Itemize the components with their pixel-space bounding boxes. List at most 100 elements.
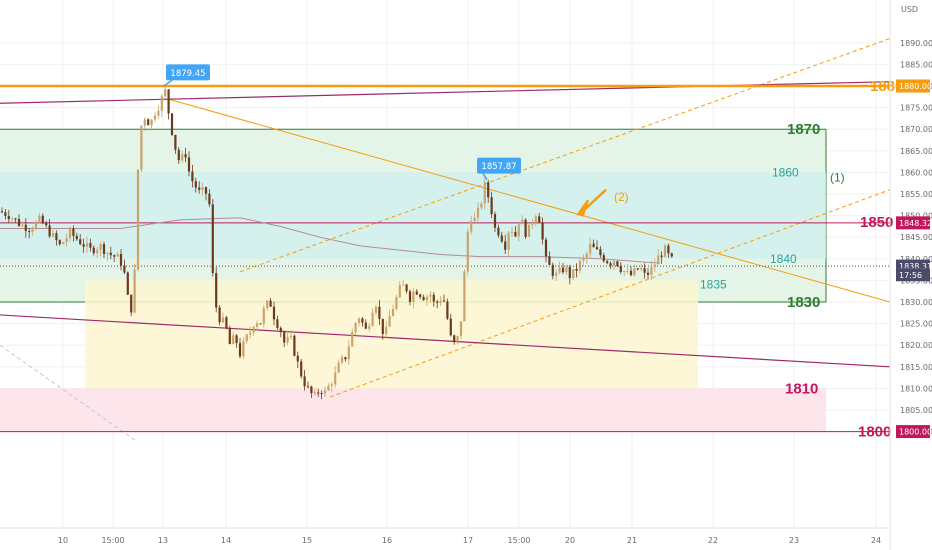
candle-body-27 <box>92 247 95 254</box>
candle-body-77 <box>262 308 265 324</box>
candle-body-2 <box>7 216 10 220</box>
zone-label-1850: 1850 <box>860 214 893 231</box>
candle-body-151 <box>514 231 517 237</box>
price-axis[interactable]: 1890.00 1885.00 1880.00 1875.00 1870.00 1865.… <box>889 0 932 550</box>
candle-body-162 <box>551 264 554 276</box>
candle-body-44 <box>150 119 153 126</box>
zone-label-1880: 1880 <box>870 78 903 95</box>
candle-body-135 <box>459 321 463 337</box>
time-tick-7: 15:00 <box>507 536 530 545</box>
candle-body-102 <box>347 346 350 360</box>
price-badge-pointer-1879.45 <box>162 79 173 88</box>
candle-body-192 <box>653 264 656 267</box>
currency-label: USD <box>901 5 918 14</box>
candle-body-10 <box>34 221 38 230</box>
zone-label-1800: 1800 <box>858 424 891 441</box>
candle-body-194 <box>660 255 663 257</box>
candle-body-94 <box>320 393 323 395</box>
candle-body-90 <box>306 386 310 388</box>
candle-body-159 <box>541 222 544 240</box>
candle-body-13 <box>45 223 48 226</box>
candle-body-8 <box>28 231 31 233</box>
candle-body-14 <box>48 225 51 237</box>
time-axis[interactable]: 10 15:00 13 14 15 16 17 15:00 20 21 22 23 24 <box>0 527 890 545</box>
candle-body-66 <box>225 317 228 328</box>
candle-body-124 <box>422 296 425 301</box>
candle-body-28 <box>96 249 99 254</box>
zone-1840-1860 <box>0 172 826 259</box>
candle-body-75 <box>255 323 259 327</box>
candle-body-106 <box>361 318 364 323</box>
wave-label-2: (2) <box>614 190 629 204</box>
candle-body-155 <box>527 224 531 237</box>
candle-body-86 <box>293 335 296 356</box>
candle-body-40 <box>136 169 140 270</box>
candle-body-125 <box>425 296 429 301</box>
price-tick-1845.00: 1845.00 <box>900 233 932 242</box>
candle-body-33 <box>113 255 116 257</box>
candle-body-84 <box>286 337 289 343</box>
candle-body-19 <box>65 238 68 243</box>
candle-body-164 <box>558 267 561 273</box>
price-tick-1830.00: 1830.00 <box>900 298 932 307</box>
price-tick-1855.00: 1855.00 <box>900 190 932 199</box>
candle-body-112 <box>381 318 384 335</box>
candle-body-100 <box>340 357 344 363</box>
axis-badge-text-3: 17:56 <box>899 271 922 280</box>
candle-body-72 <box>245 334 248 342</box>
candle-body-29 <box>99 244 102 250</box>
candle-body-158 <box>538 216 541 223</box>
candle-body-178 <box>606 261 609 264</box>
candle-body-69 <box>235 335 238 344</box>
moving-average-line <box>0 217 661 264</box>
candle-body-7 <box>24 224 27 232</box>
candle-body-103 <box>351 332 354 347</box>
candle-body-89 <box>303 376 306 387</box>
candle-body-110 <box>374 306 378 313</box>
time-tick-2: 13 <box>158 536 168 545</box>
candle-body-99 <box>337 362 340 373</box>
candle-body-141 <box>480 203 483 208</box>
price-tick-1805.00: 1805.00 <box>900 406 932 415</box>
candle-body-21 <box>72 228 75 236</box>
candle-body-17 <box>58 240 61 245</box>
candle-body-65 <box>221 317 225 323</box>
candle-body-105 <box>357 318 361 323</box>
candle-body-97 <box>330 384 333 386</box>
candle-body-147 <box>500 235 503 242</box>
candle-body-71 <box>242 341 245 357</box>
axis-badge-text-0: 1880.00 <box>899 82 932 91</box>
candle-body-130 <box>442 300 446 302</box>
price-badge-pointer-1857.87 <box>482 173 488 181</box>
price-badge-text-1857.87: 1857.87 <box>481 162 516 172</box>
candle-body-92 <box>313 392 316 394</box>
price-tick-1865.00: 1865.00 <box>900 147 932 156</box>
candle-body-118 <box>402 284 405 286</box>
price-tick-1850.00: 1850.00 <box>900 212 932 221</box>
zone-label-1840: 1840 <box>770 252 797 266</box>
candle-body-53 <box>181 154 184 161</box>
candle-body-160 <box>544 239 548 257</box>
candle-body-35 <box>119 253 123 266</box>
candle-body-57 <box>194 181 197 188</box>
price-tick-1820.00: 1820.00 <box>900 341 932 350</box>
candle-body-31 <box>106 252 109 254</box>
trendline-4 <box>0 314 891 368</box>
candle-body-37 <box>126 272 129 295</box>
candle-body-165 <box>561 267 565 273</box>
candle-body-18 <box>62 242 65 245</box>
candle-body-116 <box>395 297 398 309</box>
candle-body-62 <box>211 204 214 274</box>
price-badge-1879.45 <box>166 64 210 81</box>
candle-body-157 <box>534 216 537 223</box>
candle-body-123 <box>419 294 422 297</box>
candle-body-24 <box>82 244 85 247</box>
candle-body-16 <box>55 233 58 241</box>
candle-body-76 <box>259 323 262 325</box>
zone-1800-1810 <box>0 388 826 432</box>
candle-body-181 <box>616 261 619 267</box>
candle-body-48 <box>164 89 167 97</box>
candle-body-6 <box>21 224 24 226</box>
candle-body-67 <box>228 327 231 345</box>
